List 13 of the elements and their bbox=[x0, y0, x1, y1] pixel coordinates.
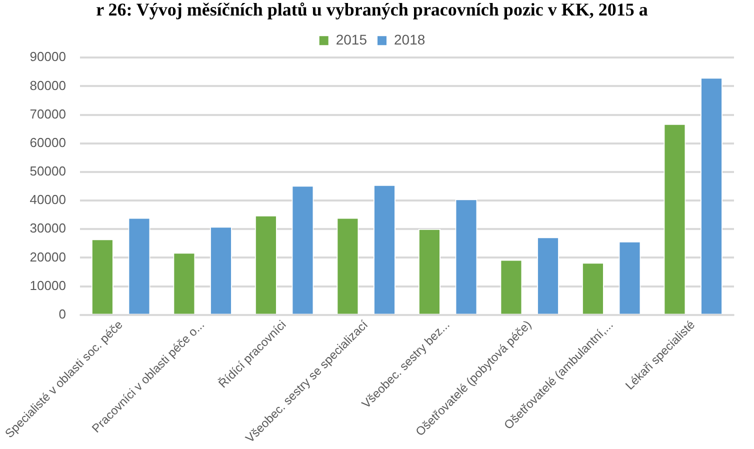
y-tick-label: 70000 bbox=[30, 106, 66, 122]
y-tick-label: 50000 bbox=[30, 164, 66, 179]
y-tick-label: 40000 bbox=[30, 192, 66, 208]
y-tick-label: 0 bbox=[58, 306, 66, 322]
y-tick-label: 20000 bbox=[30, 249, 66, 264]
legend-label: 2015 bbox=[336, 31, 368, 48]
y-tick-label: 60000 bbox=[30, 134, 66, 150]
y-tick-label: 30000 bbox=[30, 220, 66, 236]
chart-title: r 26: Vývoj měsíčních platů u vybraných pracovních pozic v KK, 2015 a bbox=[96, 0, 648, 20]
y-tick-label: 10000 bbox=[30, 278, 66, 293]
y-tick-label: 90000 bbox=[30, 49, 66, 64]
y-tick-label: 80000 bbox=[30, 78, 66, 93]
legend-label: 2018 bbox=[394, 31, 426, 48]
